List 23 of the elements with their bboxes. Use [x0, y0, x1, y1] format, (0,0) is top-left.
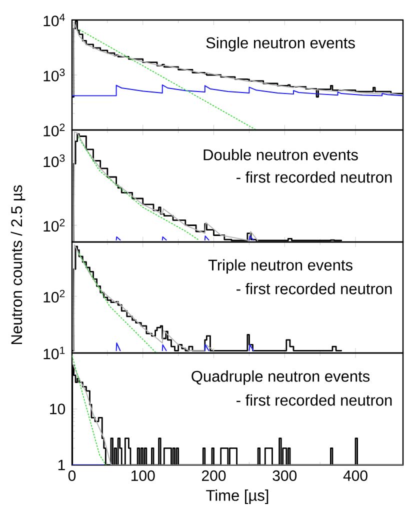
y-tick-label: 10$^{2}$	[44, 290, 65, 303]
y-tick-label: 10	[50, 404, 66, 414]
x-tick-label: 0	[68, 470, 76, 481]
x-tick-label: 300	[272, 470, 297, 481]
text: - first recorded neutron	[236, 171, 392, 183]
text: - first recorded neutron	[236, 394, 392, 406]
y-tick-label: 10$^{2}$	[44, 124, 65, 136]
text: Triple neutron events	[208, 259, 352, 274]
y-tick-label: 1	[58, 460, 65, 470]
y-tick-label: 10$^{1}$	[44, 346, 65, 360]
x-tick-label: 400	[343, 470, 368, 481]
text: Double neutron events	[204, 148, 358, 160]
text: - first recorded neutron	[236, 282, 392, 294]
y-tick-label: 10$^{3}$	[44, 154, 65, 168]
text: Single neutron events	[206, 36, 355, 52]
y-tick-label: 10$^{2}$	[44, 218, 65, 232]
x-axis-title: Time [µs]	[206, 490, 268, 504]
x-tick-label: 200	[202, 470, 226, 481]
y-tick-label: 10$^{4}$	[44, 14, 65, 26]
y-tick-label: 10$^{3}$	[44, 68, 65, 82]
text: Quadruple neutron events	[192, 370, 370, 385]
y-axis-title: Neutron counts / 2.5 µs	[10, 185, 26, 344]
x-tick-label: 100	[132, 470, 155, 481]
